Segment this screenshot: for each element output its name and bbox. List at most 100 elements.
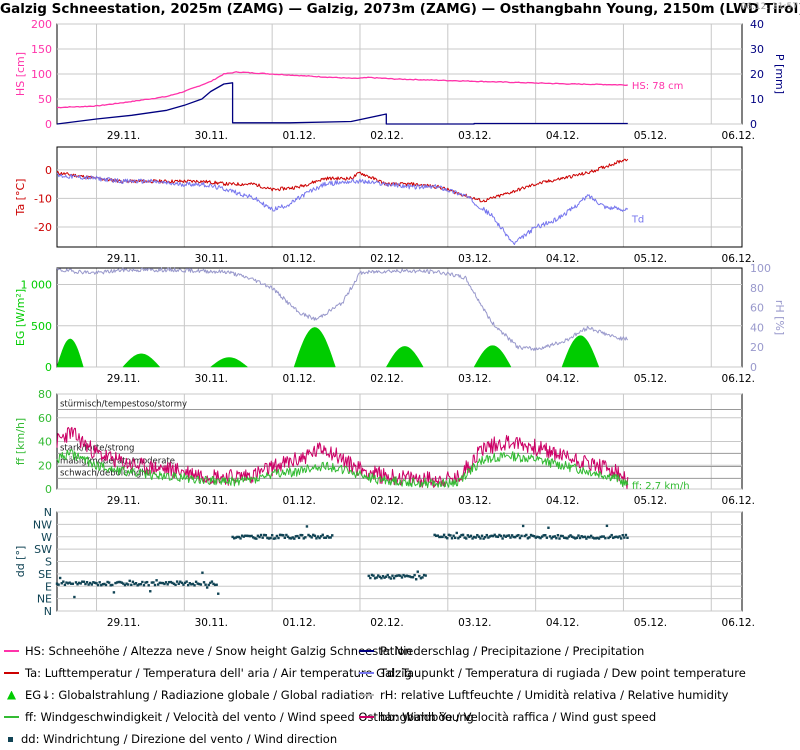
dd-point: [618, 535, 621, 538]
legend-item: P: Niederschlag / Precipitazione / Preci…: [359, 644, 644, 658]
dd-point: [248, 534, 252, 538]
dd-point: [610, 533, 613, 537]
x-tick-label: 01.12.: [282, 617, 315, 629]
x-tick-label: 03.12.: [458, 130, 491, 142]
dd-point: [389, 577, 393, 580]
dd-point: [266, 536, 269, 540]
timestamp: 06.12. 11:57: [740, 2, 798, 12]
dd-point: [183, 581, 187, 585]
dd-point: [315, 537, 318, 540]
y-tick-label: N: [44, 605, 52, 618]
wind-band-label: mäßig/moderato/moderate: [60, 456, 175, 466]
legend-swatch: [359, 716, 374, 718]
dd-point: [413, 573, 416, 577]
dd-point: [567, 535, 571, 538]
dd-point: [212, 582, 215, 586]
dd-point: [85, 580, 89, 584]
dd-point: [327, 536, 331, 539]
legend-item: EG↓: Globalstrahlung / Radiazione global…: [4, 688, 372, 702]
x-tick-label: 03.12.: [458, 617, 491, 629]
dd-point: [477, 535, 481, 538]
dd-point: [414, 578, 418, 581]
dd-point: [128, 579, 131, 583]
dd-point: [58, 576, 62, 580]
panel-frame: [56, 146, 743, 248]
y2-tick-label: 20: [750, 341, 764, 354]
dd-point: [484, 535, 487, 539]
y-axis-label: HS [cm]: [14, 52, 27, 96]
dd-point: [65, 581, 68, 584]
legend-row: dd: Windrichtung / Direzione del vento /…: [4, 728, 796, 750]
dd-point: [514, 535, 517, 539]
x-tick-label: 29.11.: [107, 617, 140, 629]
dd-point: [455, 531, 458, 535]
dd-point: [84, 582, 87, 586]
x-tick-label: 01.12.: [282, 495, 315, 507]
dd-point: [493, 533, 496, 537]
dd-point: [616, 536, 620, 539]
dd-point: [556, 533, 560, 537]
dd-point: [215, 583, 218, 586]
dd-point: [550, 537, 553, 540]
dd-point: [433, 533, 436, 537]
dd-point: [194, 580, 198, 584]
dd-point: [70, 582, 73, 585]
dd-point: [542, 534, 545, 537]
dd-point: [76, 583, 79, 586]
y2-tick-label: 80: [750, 282, 764, 295]
dd-point: [531, 534, 534, 538]
dd-point: [188, 582, 191, 585]
dd-point: [520, 534, 523, 538]
dd-point: [547, 526, 550, 529]
dd-point: [593, 537, 596, 540]
dd-point: [87, 583, 90, 586]
dd-point: [231, 535, 234, 539]
dd-point: [471, 537, 474, 540]
dd-point: [57, 583, 60, 586]
legend-label: P: Niederschlag / Precipitazione / Preci…: [380, 644, 645, 658]
y2-tick-label: 40: [750, 18, 764, 31]
legend-row: ff: Windgeschwindigkeit / Velocità del v…: [4, 706, 796, 728]
y-tick-label: 1 000: [21, 279, 53, 292]
y2-axis-label: rH [%]: [773, 300, 786, 335]
p-line: [56, 82, 628, 125]
y-tick-label: 150: [31, 43, 52, 56]
y2-tick-label: 100: [750, 262, 771, 275]
dd-point: [139, 582, 142, 586]
dd-point: [619, 537, 623, 540]
eg-area: [56, 338, 84, 368]
dd-point: [136, 584, 139, 587]
dd-point: [512, 535, 515, 539]
dd-point: [558, 537, 561, 540]
hs-line: [56, 71, 628, 109]
y-tick-label: 200: [31, 18, 52, 31]
dd-point: [544, 534, 547, 537]
bb-line: [56, 426, 629, 490]
dd-point: [245, 534, 249, 538]
dd-point: [282, 534, 285, 537]
legend-swatch: [4, 650, 19, 652]
dd-point: [435, 534, 438, 537]
dd-point: [436, 534, 439, 537]
dd-point: [312, 533, 315, 537]
dd-point: [559, 534, 563, 538]
dd-point: [476, 533, 479, 537]
dd-point: [88, 581, 92, 585]
dd-point: [528, 536, 531, 539]
dd-point: [602, 535, 605, 538]
dd-point: [310, 536, 313, 539]
dd-point: [575, 536, 579, 539]
y-axis-label: dd [°]: [14, 546, 27, 578]
y-tick-label: -10: [34, 192, 52, 205]
y-tick-label: 0: [45, 164, 52, 177]
dd-point: [498, 533, 501, 537]
dd-point: [255, 537, 258, 540]
dd-point: [615, 535, 618, 538]
dd-point: [372, 574, 375, 577]
dd-point: [439, 535, 443, 539]
dd-point: [201, 571, 204, 574]
dd-point: [92, 581, 95, 584]
dd-point: [377, 574, 380, 577]
dd-point: [585, 537, 588, 540]
x-tick-label: 01.12.: [282, 253, 315, 265]
